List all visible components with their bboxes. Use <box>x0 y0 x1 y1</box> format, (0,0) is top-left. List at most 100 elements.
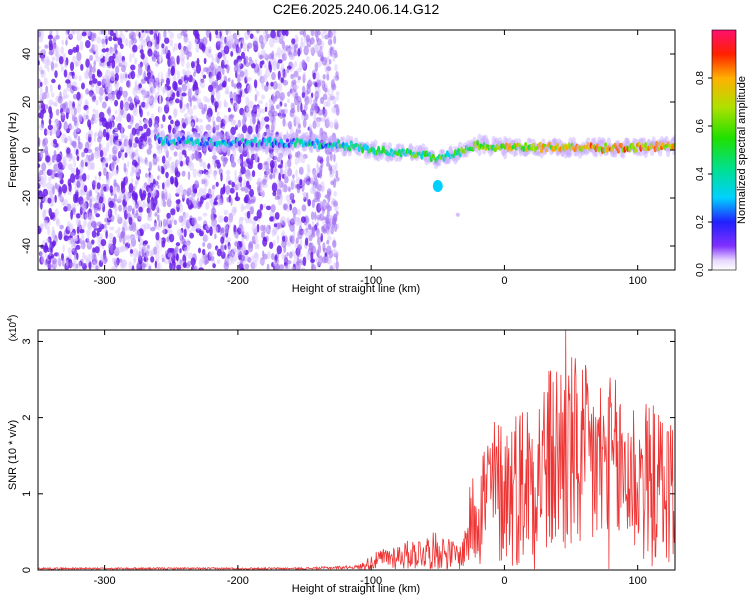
noise-speckle <box>208 188 212 196</box>
noise-speckle <box>209 226 213 237</box>
noise-speckle <box>204 46 210 56</box>
noise-speckle <box>46 181 52 190</box>
noise-speckle <box>327 30 333 39</box>
noise-speckle <box>246 180 250 188</box>
noise-speckle <box>81 31 87 37</box>
noise-speckle <box>120 262 125 270</box>
noise-speckle <box>134 193 138 203</box>
snr-x-axis-label: Height of straight line (km) <box>292 583 420 595</box>
noise-speckle <box>123 162 127 173</box>
noise-speckle <box>210 61 215 72</box>
noise-speckle <box>67 48 73 56</box>
signal-halo <box>394 154 399 163</box>
noise-speckle <box>310 177 314 186</box>
noise-speckle <box>296 184 301 194</box>
noise-speckle <box>70 173 76 184</box>
signal-halo <box>224 131 229 141</box>
noise-speckle <box>183 212 189 219</box>
signal-halo <box>186 143 191 149</box>
noise-speckle <box>202 187 207 193</box>
noise-speckle <box>238 176 243 183</box>
noise-speckle <box>166 212 171 219</box>
noise-speckle <box>137 63 142 68</box>
noise-speckle <box>144 101 150 108</box>
noise-speckle <box>61 184 68 194</box>
signal-cell <box>365 145 369 151</box>
noise-speckle <box>234 196 241 202</box>
noise-speckle <box>317 155 321 163</box>
noise-speckle <box>193 199 197 209</box>
noise-speckle <box>87 129 94 138</box>
noise-speckle <box>245 61 250 67</box>
noise-speckle <box>201 191 207 198</box>
noise-speckle <box>329 151 333 162</box>
noise-speckle <box>223 101 229 108</box>
signal-cell <box>544 148 549 153</box>
noise-speckle <box>55 30 59 36</box>
signal-cell <box>199 142 203 146</box>
noise-speckle <box>63 235 69 242</box>
noise-speckle <box>223 216 229 223</box>
noise-speckle <box>321 56 328 66</box>
noise-speckle <box>287 158 292 168</box>
noise-speckle <box>303 45 309 56</box>
noise-speckle <box>193 144 198 152</box>
signal-halo <box>536 151 541 157</box>
noise-speckle <box>128 183 134 193</box>
noise-speckle <box>54 63 59 68</box>
signal-cell <box>476 139 480 147</box>
noise-speckle <box>298 155 301 164</box>
noise-speckle <box>113 43 118 48</box>
signal-halo <box>331 145 336 151</box>
noise-speckle <box>117 112 122 123</box>
noise-speckle <box>276 61 280 70</box>
noise-speckle <box>145 253 149 259</box>
noise-speckle <box>176 253 179 262</box>
noise-speckle <box>81 151 85 158</box>
chart-title: C2E6.2025.240.06.14.G12 <box>273 1 440 17</box>
noise-speckle <box>97 80 102 87</box>
noise-speckle <box>132 52 135 59</box>
noise-speckle <box>154 81 159 88</box>
noise-speckle <box>112 257 117 262</box>
noise-speckle <box>119 30 123 36</box>
noise-speckle <box>232 148 237 158</box>
noise-speckle <box>134 80 138 86</box>
noise-speckle <box>248 100 254 109</box>
noise-speckle <box>245 104 250 112</box>
noise-speckle <box>72 207 76 216</box>
noise-speckle <box>304 237 309 246</box>
noise-speckle <box>141 263 147 268</box>
noise-speckle <box>162 218 167 227</box>
noise-speckle <box>38 31 41 40</box>
y-tick-label: -40 <box>21 238 33 254</box>
signal-halo <box>438 149 444 156</box>
noise-speckle <box>197 192 200 199</box>
noise-speckle <box>317 109 323 116</box>
noise-speckle <box>277 59 283 64</box>
noise-speckle <box>53 153 58 161</box>
spectrogram-y-axis-label: Frequency (Hz) <box>7 112 19 188</box>
signal-cell <box>458 152 462 157</box>
noise-speckle <box>242 110 246 118</box>
noise-speckle <box>195 44 200 53</box>
noise-speckle <box>184 80 188 85</box>
noise-speckle <box>42 239 46 246</box>
noise-speckle <box>95 146 100 153</box>
signal-cell <box>175 141 179 146</box>
signal-halo <box>221 134 226 139</box>
noise-speckle <box>247 162 253 170</box>
signal-halo <box>552 137 557 147</box>
noise-speckle <box>101 101 107 109</box>
noise-speckle <box>332 178 337 189</box>
noise-speckle <box>270 30 276 39</box>
noise-speckle <box>169 32 175 39</box>
noise-speckle <box>271 182 278 193</box>
signal-cell <box>159 136 163 141</box>
noise-speckle <box>294 158 299 165</box>
noise-speckle <box>76 169 81 175</box>
noise-speckle <box>179 248 182 254</box>
noise-speckle <box>51 226 55 232</box>
noise-speckle <box>81 82 85 90</box>
noise-speckle <box>51 241 55 248</box>
